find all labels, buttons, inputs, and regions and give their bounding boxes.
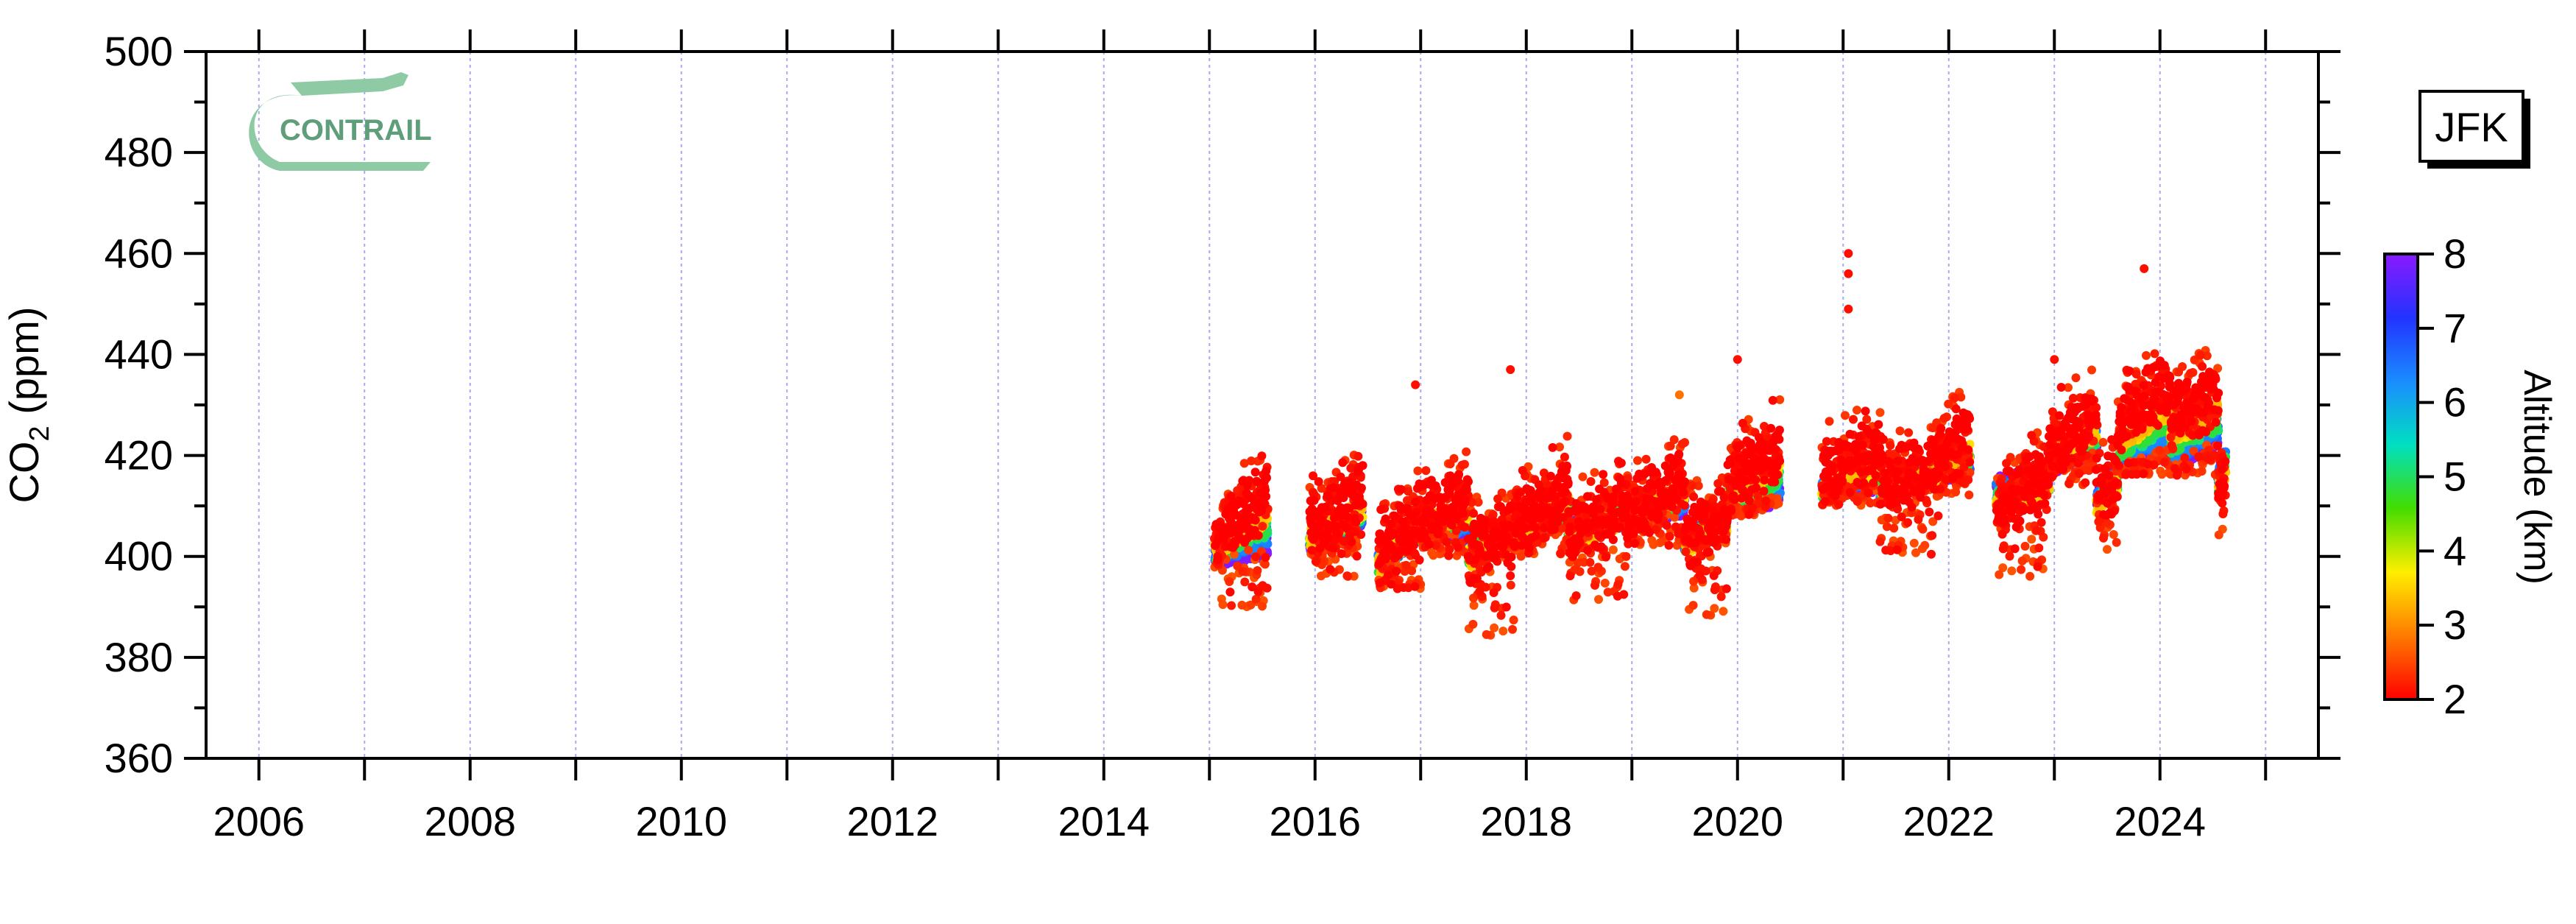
data-points bbox=[1210, 249, 2230, 639]
grid-layer bbox=[259, 52, 2266, 758]
